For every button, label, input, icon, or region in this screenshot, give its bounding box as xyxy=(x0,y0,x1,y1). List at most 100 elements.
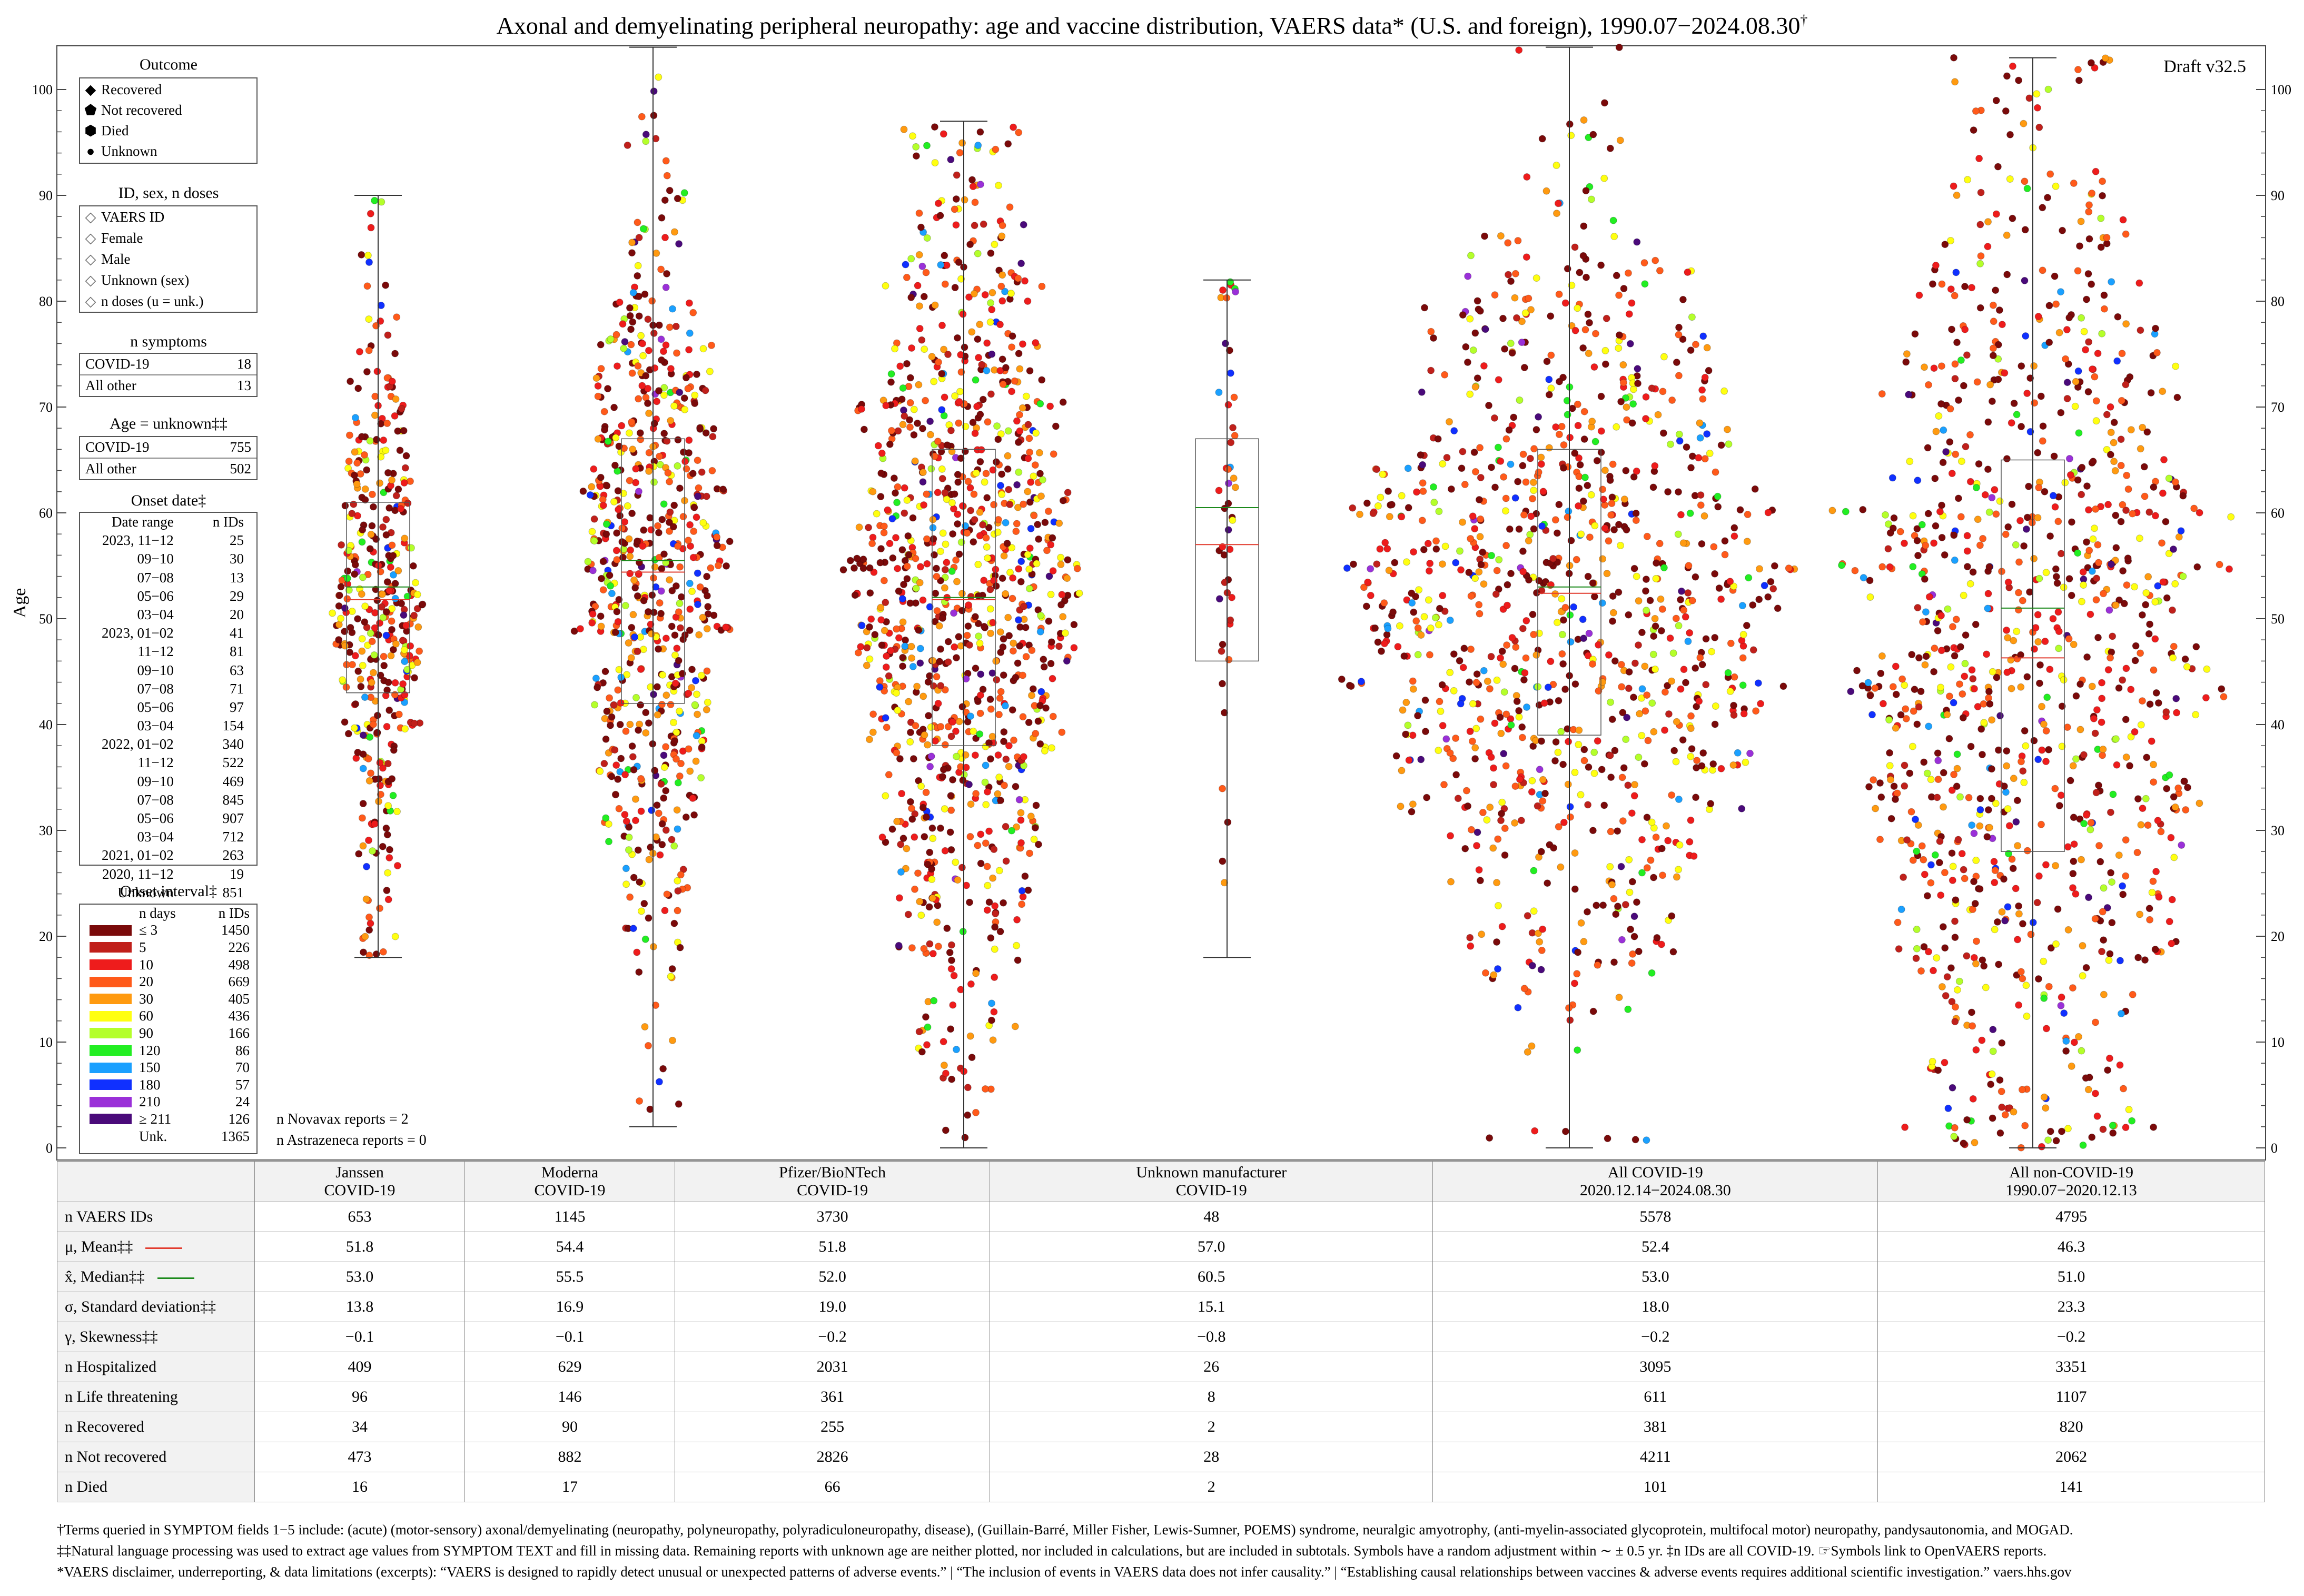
swarm-point xyxy=(882,282,889,290)
swarm-point xyxy=(1652,834,1660,841)
swarm-point xyxy=(1761,582,1768,589)
swarm-point xyxy=(972,790,980,798)
swarm-point xyxy=(916,579,924,587)
swarm-point xyxy=(1501,825,1509,832)
swarm-point xyxy=(642,372,650,380)
swarm-point xyxy=(995,182,1002,190)
swarm-point xyxy=(2103,411,2111,419)
swarm-point xyxy=(986,605,994,613)
swarm-point xyxy=(1494,443,1502,451)
swarm-point xyxy=(1990,318,1998,325)
swarm-point xyxy=(907,255,915,263)
swarm-point xyxy=(998,222,1006,230)
swarm-point xyxy=(931,452,938,460)
swarm-point xyxy=(1532,651,1540,659)
swarm-point xyxy=(1032,730,1040,738)
swarm-point xyxy=(380,489,388,497)
stats-cell: 16.9 xyxy=(464,1292,676,1322)
swarm-point xyxy=(1215,487,1223,494)
swarm-point xyxy=(1774,604,1782,612)
swarm-point xyxy=(679,513,687,521)
swarm-point xyxy=(1004,140,1012,148)
swarm-point xyxy=(2118,350,2126,358)
swarm-point xyxy=(983,366,991,374)
swarm-point xyxy=(1011,377,1018,385)
footnote-disclaimer: *VAERS disclaimer, underreporting, & dat… xyxy=(57,1564,2072,1580)
swarm-point xyxy=(1952,269,1960,276)
swarm-point xyxy=(384,760,392,768)
swarm-point xyxy=(926,418,934,425)
y-tick-label: 50 xyxy=(39,611,53,627)
swarm-point xyxy=(671,737,678,745)
swarm-point xyxy=(1622,467,1630,474)
swarm-point xyxy=(1461,845,1469,852)
swarm-point xyxy=(2141,956,2149,964)
swarm-point xyxy=(1515,46,1523,54)
swarm-point xyxy=(1925,381,1932,389)
swarm-point xyxy=(1508,634,1516,641)
swarm-point xyxy=(2087,826,2094,834)
swarm-point xyxy=(1646,597,1654,604)
swarm-point xyxy=(2115,684,2123,692)
swarm-point xyxy=(1497,232,1505,240)
swarm-point xyxy=(1501,345,1509,353)
swarm-point xyxy=(1927,861,1935,869)
swarm-point xyxy=(2040,994,2048,1002)
swarm-point xyxy=(1643,1136,1650,1144)
swarm-point xyxy=(1517,817,1525,825)
swarm-point xyxy=(365,777,373,785)
swarm-point xyxy=(1918,521,1926,529)
swarm-point xyxy=(1022,653,1030,661)
swarm-point xyxy=(1011,1023,1019,1030)
color-swatch xyxy=(90,925,132,936)
swarm-point xyxy=(1740,710,1748,718)
swarm-point xyxy=(1024,454,1032,462)
swarm-point xyxy=(385,854,393,861)
swarm-point xyxy=(1398,767,1406,775)
swarm-point xyxy=(2062,1037,2070,1045)
swarm-point xyxy=(1697,491,1705,499)
swarm-point xyxy=(1953,765,1961,772)
swarm-point xyxy=(1950,531,1958,539)
stats-column-header: All COVID-19 2020.12.14−2024.08.30 xyxy=(1432,1161,1878,1202)
swarm-point xyxy=(1015,350,1023,358)
swarm-point xyxy=(2042,861,2050,869)
stats-cell: 51.0 xyxy=(1877,1262,2265,1292)
swarm-point xyxy=(1502,494,1510,502)
swarm-point xyxy=(645,409,653,417)
swarm-point xyxy=(2134,795,2142,803)
swarm-point xyxy=(2022,525,2030,533)
swarm-point xyxy=(344,567,352,575)
swarm-point xyxy=(1709,760,1717,768)
outcome-symbol-icon: ◆ xyxy=(85,82,96,97)
swarm-point xyxy=(1520,511,1528,519)
swarm-point xyxy=(655,321,663,329)
swarm-point xyxy=(1615,331,1623,339)
swarm-point xyxy=(1638,731,1646,739)
swarm-point xyxy=(384,331,392,339)
swarm-point xyxy=(1376,545,1384,553)
swarm-point xyxy=(1897,906,1905,913)
swarm-point xyxy=(1877,793,1885,801)
stats-cell: 90 xyxy=(464,1412,676,1442)
swarm-point xyxy=(1047,660,1055,668)
swarm-point xyxy=(931,618,939,626)
swarm-point xyxy=(982,839,990,847)
swarm-point xyxy=(1571,326,1579,334)
stats-cell: 653 xyxy=(254,1202,466,1232)
swarm-point xyxy=(2122,754,2130,761)
swarm-point xyxy=(658,820,666,828)
swarm-point xyxy=(1966,580,1974,588)
swarm-point xyxy=(962,522,970,530)
swarm-point xyxy=(1956,643,1964,651)
swarm-point xyxy=(1976,885,1984,893)
swarm-point xyxy=(1522,253,1530,261)
swarm-point xyxy=(2091,64,2099,72)
swarm-point xyxy=(1059,497,1067,504)
swarm-point xyxy=(1550,844,1558,852)
swarm-point xyxy=(1618,774,1626,781)
swarm-point xyxy=(1913,847,1921,855)
swarm-point xyxy=(2030,554,2038,562)
swarm-point xyxy=(2138,611,2146,619)
swarm-point xyxy=(954,876,962,884)
